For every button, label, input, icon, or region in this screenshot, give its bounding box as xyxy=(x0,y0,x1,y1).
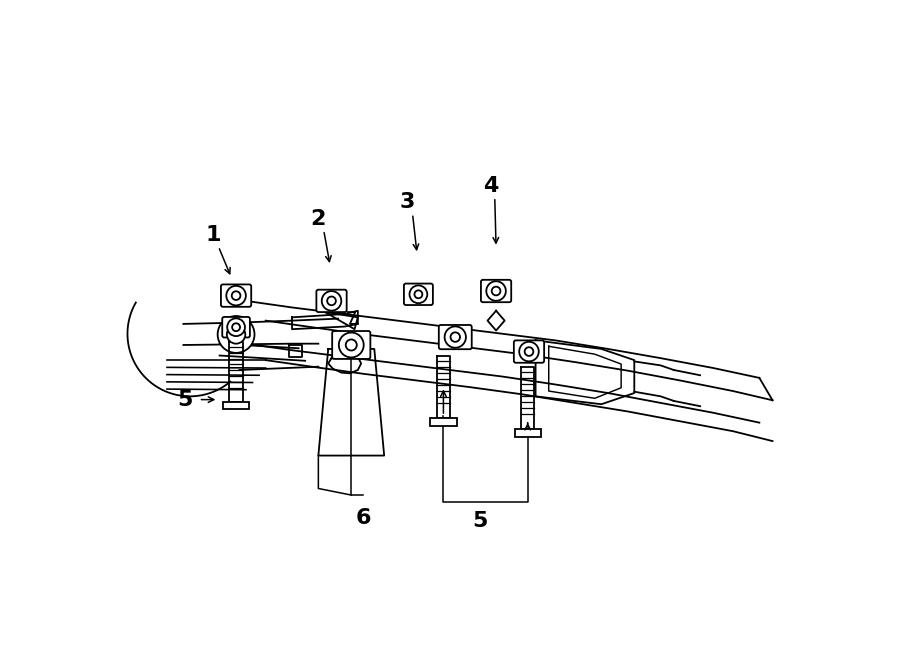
Circle shape xyxy=(410,286,427,303)
Circle shape xyxy=(346,340,356,350)
Text: 4: 4 xyxy=(483,176,499,196)
Circle shape xyxy=(232,323,240,331)
FancyBboxPatch shape xyxy=(404,284,433,305)
Circle shape xyxy=(491,287,500,295)
Text: 5: 5 xyxy=(472,512,487,531)
FancyBboxPatch shape xyxy=(514,340,544,363)
Text: 5: 5 xyxy=(177,389,194,410)
FancyBboxPatch shape xyxy=(220,284,251,307)
FancyBboxPatch shape xyxy=(332,331,371,359)
Text: 2: 2 xyxy=(310,209,326,229)
Circle shape xyxy=(226,286,246,305)
Circle shape xyxy=(525,347,534,356)
Bar xyxy=(430,418,456,426)
Circle shape xyxy=(321,291,341,311)
Circle shape xyxy=(328,297,336,305)
Circle shape xyxy=(451,332,460,342)
Circle shape xyxy=(519,342,539,362)
Circle shape xyxy=(415,290,422,298)
Circle shape xyxy=(445,327,466,348)
FancyBboxPatch shape xyxy=(481,280,511,302)
Text: 6: 6 xyxy=(356,508,371,528)
FancyBboxPatch shape xyxy=(222,317,250,338)
Text: 3: 3 xyxy=(400,192,415,212)
Circle shape xyxy=(231,292,240,300)
Circle shape xyxy=(227,325,246,344)
FancyBboxPatch shape xyxy=(317,290,346,312)
FancyBboxPatch shape xyxy=(439,325,472,349)
Bar xyxy=(515,429,541,438)
Circle shape xyxy=(486,281,506,301)
Text: 1: 1 xyxy=(205,225,220,245)
Circle shape xyxy=(338,332,364,358)
Bar xyxy=(223,402,249,409)
Circle shape xyxy=(218,316,255,353)
Circle shape xyxy=(227,319,245,336)
